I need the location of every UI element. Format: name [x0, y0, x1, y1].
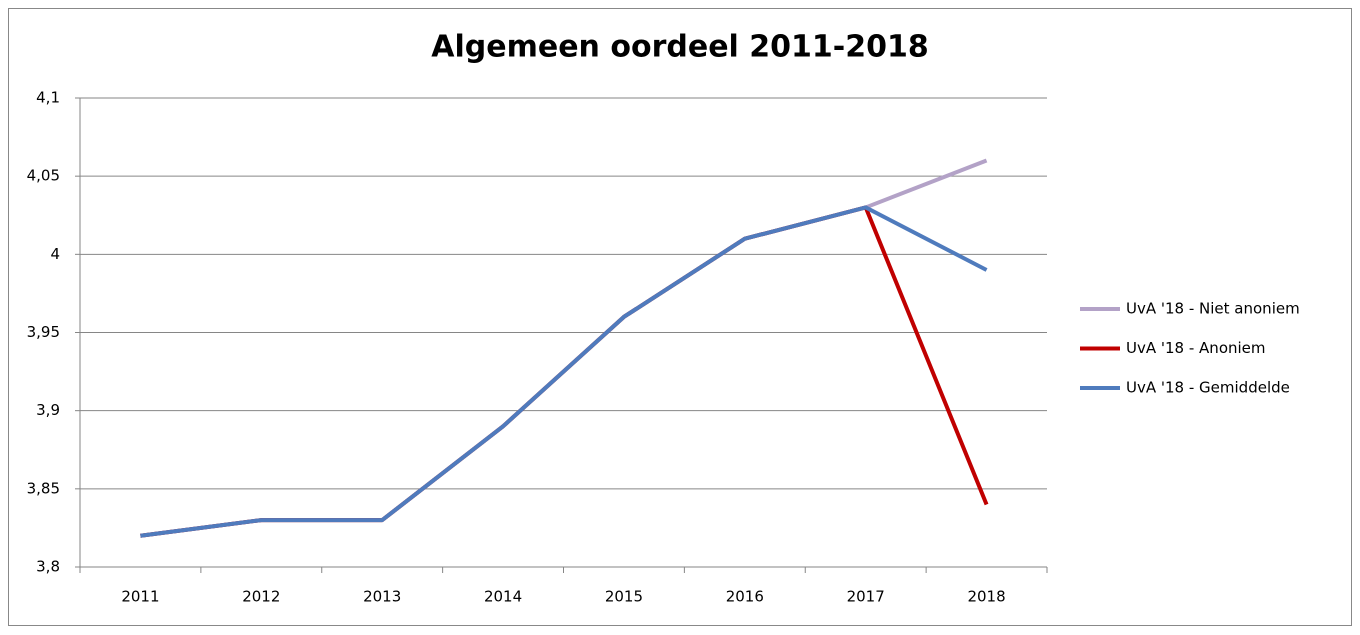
x-tick-label: 2012	[242, 588, 280, 606]
chart-title: Algemeen oordeel 2011-2018	[431, 30, 928, 65]
y-tick-label: 3,95	[27, 323, 60, 341]
legend-label: UvA '18 - Niet anoniem	[1126, 300, 1300, 318]
x-tick-label: 2013	[363, 588, 401, 606]
x-tick-label: 2016	[726, 588, 764, 606]
y-tick-label: 3,9	[36, 401, 60, 419]
y-tick-label: 4,1	[36, 89, 60, 107]
legend-label: UvA '18 - Anoniem	[1126, 339, 1266, 357]
x-tick-label: 2014	[484, 588, 522, 606]
series-line	[140, 205, 988, 538]
y-tick-label: 3,8	[36, 558, 60, 576]
y-tick-label: 4	[50, 245, 60, 263]
x-tick-label: 2015	[605, 588, 643, 606]
y-tick-label: 4,05	[27, 167, 60, 185]
x-tick-label: 2011	[121, 588, 159, 606]
y-tick-label: 3,85	[27, 479, 60, 497]
legend-label: UvA '18 - Gemiddelde	[1126, 379, 1290, 397]
x-tick-label: 2017	[847, 588, 885, 606]
x-tick-label: 2018	[967, 588, 1005, 606]
